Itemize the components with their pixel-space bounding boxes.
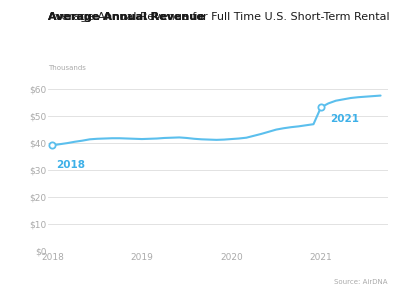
Text: Average Annual Revenue: Average Annual Revenue: [48, 12, 205, 22]
Text: Average Annual Revenue for Full Time U.S. Short-Term Rental: Average Annual Revenue for Full Time U.S…: [48, 12, 390, 22]
Text: Average Annual Revenue: Average Annual Revenue: [48, 12, 205, 22]
Text: 2021: 2021: [330, 114, 359, 124]
Text: 2018: 2018: [56, 160, 85, 170]
Text: Source: AirDNA: Source: AirDNA: [334, 279, 388, 285]
Text: Thousands: Thousands: [48, 65, 86, 71]
